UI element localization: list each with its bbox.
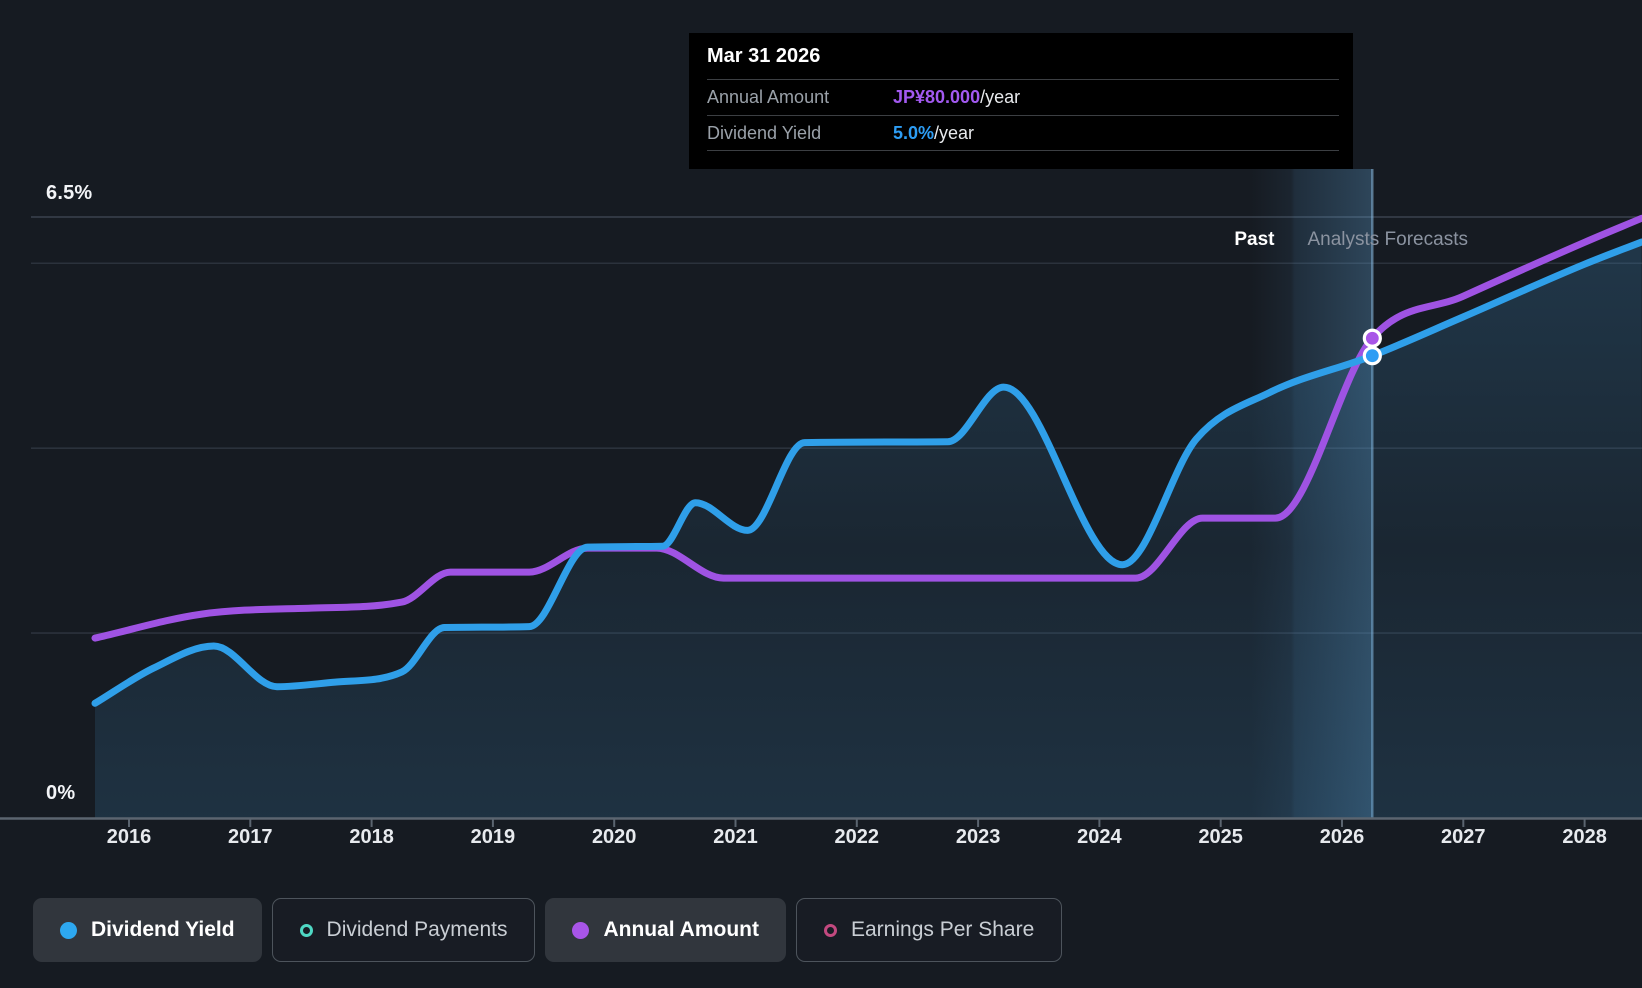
- x-tick-label: 2024: [1077, 826, 1122, 848]
- legend-label: Dividend Yield: [91, 918, 235, 941]
- y-axis-label-zero: 0%: [46, 782, 76, 804]
- x-tick-label: 2025: [1198, 826, 1243, 848]
- tooltip-label: Annual Amount: [707, 87, 830, 107]
- x-tick-label: 2020: [591, 826, 637, 848]
- dividend-yield-dot-icon: [60, 921, 77, 939]
- dividend-yield-area: [95, 242, 1642, 818]
- dividend-payments-ring-icon: [299, 923, 313, 937]
- legend-label: Dividend Payments: [326, 918, 508, 941]
- legend-pill-annual-amount[interactable]: Annual Amount: [545, 898, 786, 962]
- legend-label: Earnings Per Share: [851, 918, 1035, 941]
- legend-pill-earnings-per-share[interactable]: Earnings Per Share: [796, 898, 1063, 962]
- annual-amount-line: [91, 214, 1642, 642]
- tooltip-suffix: /year: [980, 87, 1021, 107]
- tooltip-row-annual-amount: Annual Amount JP¥80.000 /year: [707, 79, 1339, 115]
- chart-legend: Dividend Yield Dividend Payments Annual …: [33, 898, 1063, 962]
- x-tick-label: 2022: [834, 826, 880, 848]
- x-tick-label: 2028: [1562, 826, 1607, 848]
- legend-pill-dividend-payments[interactable]: Dividend Payments: [271, 898, 536, 962]
- past-zone-label: Past: [1234, 229, 1275, 250]
- legend-label: Annual Amount: [603, 918, 759, 941]
- hover-tooltip: Mar 31 2026 Annual Amount JP¥80.000 /yea…: [689, 33, 1353, 169]
- tooltip-value-dividend-yield: 5.0%: [893, 122, 935, 143]
- x-tick-label: 2026: [1319, 826, 1365, 848]
- annual-amount-dot-icon: [572, 921, 590, 939]
- tooltip-suffix: /year: [934, 122, 975, 143]
- legend-pill-dividend-yield[interactable]: Dividend Yield: [33, 898, 262, 962]
- x-tick-label: 2016: [106, 826, 152, 848]
- x-tick-label: 2023: [955, 826, 1001, 848]
- x-tick-label: 2021: [713, 826, 758, 848]
- tooltip-value-annual-amount: JP¥80.000: [893, 87, 981, 107]
- tooltip-date: Mar 31 2026: [707, 44, 821, 67]
- x-tick-label: 2017: [228, 826, 273, 848]
- x-tick-label: 2019: [470, 826, 516, 848]
- x-tick-label: 2018: [349, 826, 394, 848]
- analysts-forecasts-zone-label: Analysts Forecasts: [1307, 229, 1468, 250]
- tooltip-row-dividend-yield: Dividend Yield 5.0% /year: [707, 115, 1339, 151]
- x-axis-ticks: [128, 819, 1586, 827]
- earnings-per-share-ring-icon: [824, 923, 837, 937]
- annual-amount-marker[interactable]: [1362, 328, 1382, 348]
- dividend-yield-marker[interactable]: [1362, 346, 1382, 366]
- dividend-yield-line: [91, 238, 1642, 707]
- tooltip-label: Dividend Yield: [707, 122, 822, 143]
- x-tick-label: 2027: [1441, 826, 1486, 848]
- y-axis-label-top: 6.5%: [46, 182, 93, 204]
